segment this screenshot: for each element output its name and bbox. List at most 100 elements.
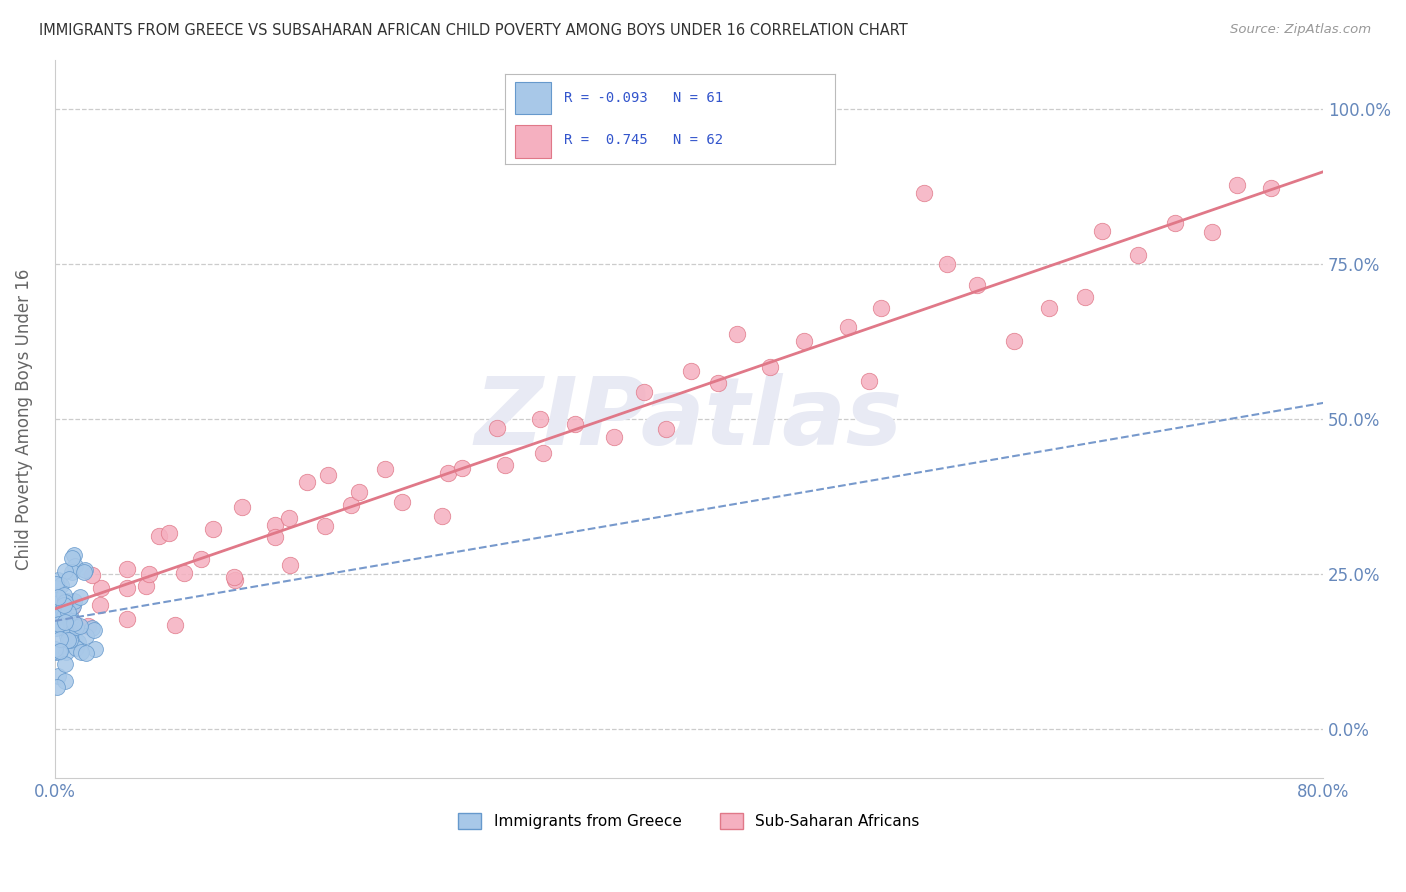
Point [725, 326, 748, 341]
Point [53, 608, 76, 623]
Point [655, 422, 678, 436]
Point [436, 467, 458, 481]
Point [231, 500, 253, 515]
Point [56, 605, 79, 619]
Legend: Immigrants from Greece, Sub-Saharan Africans: Immigrants from Greece, Sub-Saharan Afri… [453, 807, 925, 835]
Point [224, 569, 246, 583]
Point [966, 278, 988, 293]
Point [75, 629, 97, 643]
Point [450, 461, 472, 475]
Point [53, 594, 76, 608]
Point [936, 258, 959, 272]
Point [63, 616, 86, 631]
Point [173, 566, 195, 580]
Point [46, 592, 69, 607]
Point [46, 616, 69, 631]
Point [63, 558, 86, 573]
Point [56, 594, 79, 608]
Point [49, 578, 72, 592]
Point [793, 334, 815, 349]
Point [115, 562, 138, 576]
Point [51, 618, 73, 632]
Point [44, 641, 66, 656]
Point [912, 186, 935, 200]
Point [340, 499, 363, 513]
Point [1074, 290, 1097, 304]
Point [148, 529, 170, 543]
Point [48, 616, 70, 631]
Y-axis label: Child Poverty Among Boys Under 16: Child Poverty Among Boys Under 16 [15, 268, 32, 570]
Point [90, 581, 112, 595]
Point [858, 374, 880, 388]
Point [529, 412, 551, 426]
Point [531, 446, 554, 460]
Point [55, 565, 77, 579]
Point [278, 511, 301, 525]
Point [66, 634, 89, 648]
Point [870, 301, 893, 315]
Point [138, 567, 160, 582]
Point [59, 632, 82, 647]
Point [264, 517, 287, 532]
Point [62, 600, 84, 615]
Text: IMMIGRANTS FROM GREECE VS SUBSAHARAN AFRICAN CHILD POVERTY AMONG BOYS UNDER 16 C: IMMIGRANTS FROM GREECE VS SUBSAHARAN AFR… [39, 23, 908, 38]
Point [75, 646, 97, 660]
Point [53, 595, 76, 609]
Point [48, 573, 70, 587]
Text: ZIPatlas: ZIPatlas [475, 373, 903, 465]
Point [62, 599, 84, 613]
Point [60, 550, 83, 565]
Point [295, 475, 318, 489]
Point [60, 565, 83, 579]
Point [58, 573, 80, 587]
Point [201, 522, 224, 536]
Point [77, 618, 100, 632]
Point [60, 624, 83, 638]
Point [1091, 224, 1114, 238]
Point [165, 617, 187, 632]
Point [1002, 334, 1025, 348]
Point [115, 612, 138, 626]
Point [48, 645, 70, 659]
Point [53, 674, 76, 689]
Point [69, 591, 91, 605]
Point [53, 657, 76, 671]
Point [80, 621, 103, 635]
Point [46, 680, 69, 694]
Point [1128, 248, 1150, 262]
Point [55, 629, 77, 643]
Point [89, 598, 111, 612]
Point [157, 525, 180, 540]
Point [135, 579, 157, 593]
Point [603, 429, 626, 443]
Point [46, 591, 69, 605]
Point [278, 558, 301, 573]
Point [391, 495, 413, 509]
Point [46, 607, 69, 621]
Point [1201, 225, 1223, 239]
Point [1038, 301, 1060, 315]
Point [46, 608, 69, 623]
Point [62, 548, 84, 562]
Point [55, 622, 77, 636]
Point [49, 644, 72, 658]
Point [314, 519, 336, 533]
Point [55, 645, 77, 659]
Point [45, 581, 67, 595]
Point [73, 566, 96, 580]
Point [224, 573, 246, 587]
Point [60, 614, 83, 628]
Point [48, 632, 70, 646]
Point [117, 581, 139, 595]
Point [707, 376, 730, 390]
Point [69, 619, 91, 633]
Point [52, 588, 75, 602]
Point [759, 360, 782, 375]
Point [430, 508, 453, 523]
Point [70, 645, 93, 659]
Point [65, 620, 87, 634]
Point [190, 552, 212, 566]
Point [263, 530, 285, 544]
Point [59, 611, 82, 625]
Point [51, 607, 73, 622]
